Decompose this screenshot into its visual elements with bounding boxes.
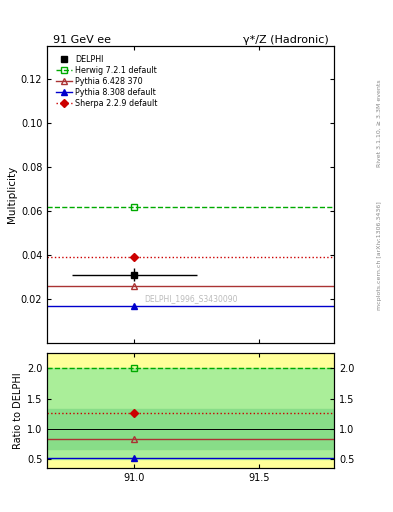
Y-axis label: Ratio to DELPHI: Ratio to DELPHI	[13, 373, 23, 449]
Bar	[47, 369, 334, 459]
Bar	[47, 353, 334, 468]
Text: mcplots.cern.ch [arXiv:1306.3436]: mcplots.cern.ch [arXiv:1306.3436]	[377, 202, 382, 310]
Bar	[47, 409, 334, 450]
Text: DELPHI_1996_S3430090: DELPHI_1996_S3430090	[144, 294, 237, 303]
Text: 91 GeV ee: 91 GeV ee	[53, 35, 111, 45]
Legend: DELPHI, Herwig 7.2.1 default, Pythia 6.428 370, Pythia 8.308 default, Sherpa 2.2: DELPHI, Herwig 7.2.1 default, Pythia 6.4…	[52, 52, 161, 111]
Text: Rivet 3.1.10, ≥ 3.3M events: Rivet 3.1.10, ≥ 3.3M events	[377, 79, 382, 167]
Text: γ*/Z (Hadronic): γ*/Z (Hadronic)	[242, 35, 328, 45]
Y-axis label: Multiplicity: Multiplicity	[7, 166, 17, 223]
